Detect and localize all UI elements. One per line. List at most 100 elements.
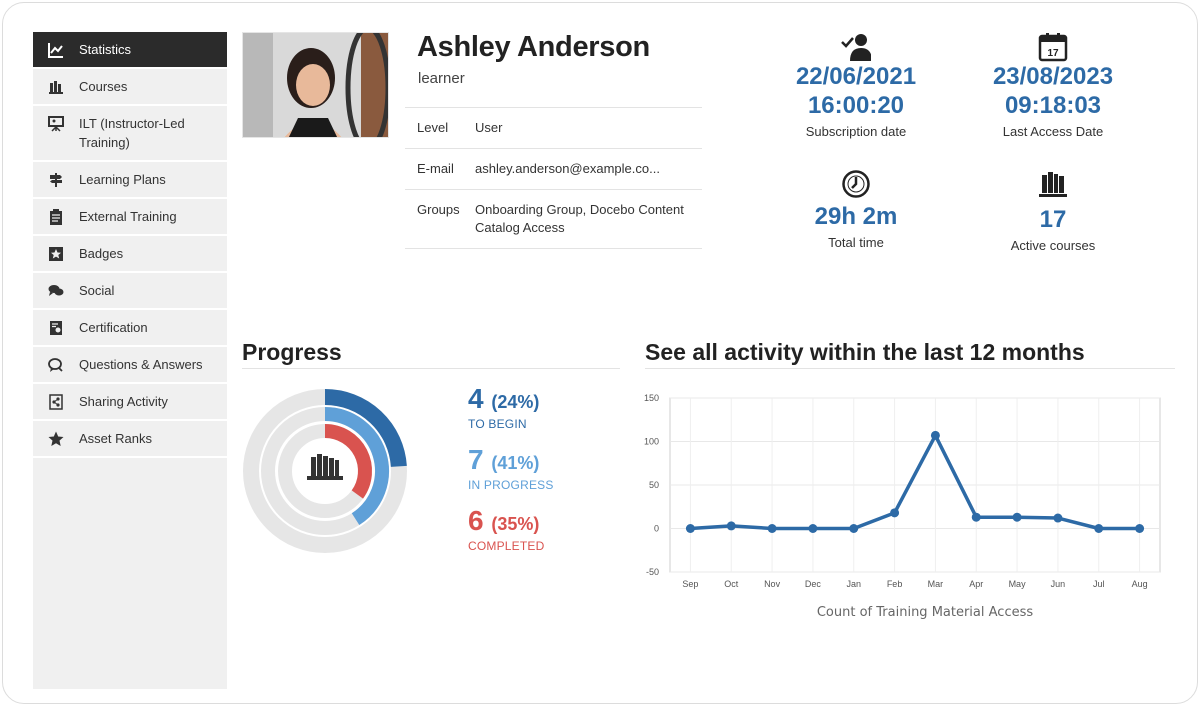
last-access-time: 09:18:03 — [1004, 92, 1102, 119]
sidebar-item-social[interactable]: Social — [33, 273, 227, 310]
total-time-value: 29h 2m — [814, 203, 898, 230]
presentation-icon — [45, 114, 67, 133]
x-tick-label: Jun — [1051, 579, 1066, 589]
sidebar-item-label: Courses — [79, 79, 128, 94]
data-point — [849, 524, 859, 533]
stat-active-courses: 17 Active courses — [953, 169, 1153, 253]
legend-in-progress: 7 (41%) IN PROGRESS — [468, 444, 554, 493]
sidebar-item-learning-plans[interactable]: Learning Plans — [33, 162, 227, 199]
certificate-icon — [45, 318, 67, 337]
sidebar-item-sharing-activity[interactable]: Sharing Activity — [33, 384, 227, 421]
donut-arc-completed — [324, 424, 372, 499]
x-tick-label: Oct — [724, 579, 739, 589]
to-begin-count: 4 — [468, 383, 484, 414]
x-axis-label: Count of Training Material Access — [817, 605, 1034, 620]
sidebar-item-ilt-instructor-led-training[interactable]: ILT (Instructor-Led Training) — [33, 106, 227, 162]
sidebar-item-certification[interactable]: Certification — [33, 310, 227, 347]
sidebar-item-statistics[interactable]: Statistics — [33, 32, 227, 69]
share-icon — [45, 392, 67, 411]
sidebar-item-label: Learning Plans — [79, 172, 166, 187]
info-key: Level — [417, 120, 449, 135]
info-value: Onboarding Group, Docebo Content Catalog… — [475, 202, 684, 235]
x-tick-label: Jan — [846, 579, 861, 589]
info-key: Groups — [417, 202, 460, 217]
data-point — [1094, 524, 1104, 533]
books-icon — [307, 454, 343, 480]
sidebar-item-questions-answers[interactable]: Questions & Answers — [33, 347, 227, 384]
avatar — [242, 32, 389, 138]
to-begin-caption: TO BEGIN — [468, 417, 527, 431]
activity-title: See all activity within the last 12 mont… — [645, 339, 1085, 365]
total-time-label: Total time — [828, 235, 884, 250]
sidebar-item-label: Certification — [79, 320, 148, 335]
signpost-icon — [45, 170, 67, 189]
clock-icon — [756, 169, 956, 199]
questions-icon — [45, 355, 67, 374]
badge-star-icon — [45, 244, 67, 263]
series-line — [690, 433, 1140, 531]
sidebar-item-external-training[interactable]: External Training — [33, 199, 227, 236]
y-tick-label: 100 — [644, 437, 659, 447]
clipboard-icon — [45, 207, 67, 226]
subscription-time: 16:00:20 — [807, 92, 905, 119]
subscription-date: 22/06/2021 — [795, 63, 917, 90]
info-value: ashley.anderson@example.co... — [475, 161, 660, 176]
sidebar-item-label: Badges — [79, 246, 124, 261]
completed-pct: (35%) — [491, 514, 540, 534]
sidebar-item-label: ILT (Instructor-Led Training) — [79, 116, 185, 150]
sidebar-item-label: External Training — [79, 209, 177, 224]
in-progress-caption: IN PROGRESS — [468, 478, 554, 492]
data-point — [685, 524, 695, 533]
x-tick-label: Aug — [1132, 579, 1148, 589]
activity-line-chart: 150 100 50 0 -50 Sep Oct Nov Dec Jan Feb Mar Apr May J… — [644, 393, 1161, 620]
stat-total-time: 29h 2m Total time — [756, 169, 956, 250]
data-point — [930, 430, 940, 440]
y-tick-label: 150 — [644, 393, 659, 403]
y-tick-label: 0 — [654, 524, 659, 534]
sidebar-item-courses[interactable]: Courses — [33, 69, 227, 106]
legend-to-begin: 4 (24%) TO BEGIN — [468, 383, 540, 432]
chart-icon — [45, 40, 67, 59]
books-icon — [45, 77, 67, 96]
last-access-date: 23/08/2023 — [992, 63, 1114, 90]
x-tick-label: Sep — [682, 579, 698, 589]
progress-title: Progress — [242, 339, 342, 365]
to-begin-pct: (24%) — [491, 392, 540, 412]
data-point — [726, 521, 736, 531]
sidebar-item-badges[interactable]: Badges — [33, 236, 227, 273]
donut-arc-in-progress — [324, 407, 389, 526]
x-tick-label: Apr — [969, 579, 983, 589]
active-courses-label: Active courses — [1010, 238, 1096, 253]
user-name: Ashley Anderson — [417, 31, 650, 63]
sidebar-item-label: Sharing Activity — [79, 394, 168, 409]
data-point — [767, 524, 777, 533]
sidebar-item-label: Questions & Answers — [79, 357, 203, 372]
x-tick-label: Feb — [887, 579, 903, 589]
legend-completed: 6 (35%) COMPLETED — [468, 506, 544, 554]
activity-divider — [645, 368, 1175, 369]
sidebar-item-label: Social — [79, 283, 115, 298]
user-role: learner — [418, 70, 465, 87]
chat-bubbles-icon — [45, 281, 67, 300]
sidebar-item-asset-ranks[interactable]: Asset Ranks — [33, 421, 227, 458]
in-progress-count: 7 — [468, 444, 484, 475]
x-tick-label: Dec — [805, 579, 822, 589]
user-check-icon — [756, 32, 956, 62]
y-tick-label: 50 — [649, 480, 659, 490]
x-tick-label: Nov — [764, 579, 781, 589]
info-value: User — [475, 120, 503, 135]
data-point — [1012, 512, 1022, 522]
data-point — [1135, 524, 1145, 533]
data-point — [808, 524, 818, 533]
data-point — [971, 512, 981, 522]
sidebar-item-label: Asset Ranks — [79, 431, 152, 446]
info-row-email: E-mail ashley.anderson@example.co... — [405, 149, 702, 190]
stat-last-access: 17 23/08/2023 09:18:03 Last Access Date — [953, 32, 1153, 139]
books-icon — [953, 169, 1153, 199]
y-tick-label: -50 — [646, 567, 659, 577]
x-tick-label: May — [1009, 579, 1027, 589]
sidebar: Statistics Courses ILT (Instructor-Led Tra… — [33, 32, 227, 689]
info-row-level: Level User — [405, 108, 702, 149]
progress-donut-chart — [243, 389, 407, 553]
last-access-label: Last Access Date — [1002, 124, 1104, 139]
